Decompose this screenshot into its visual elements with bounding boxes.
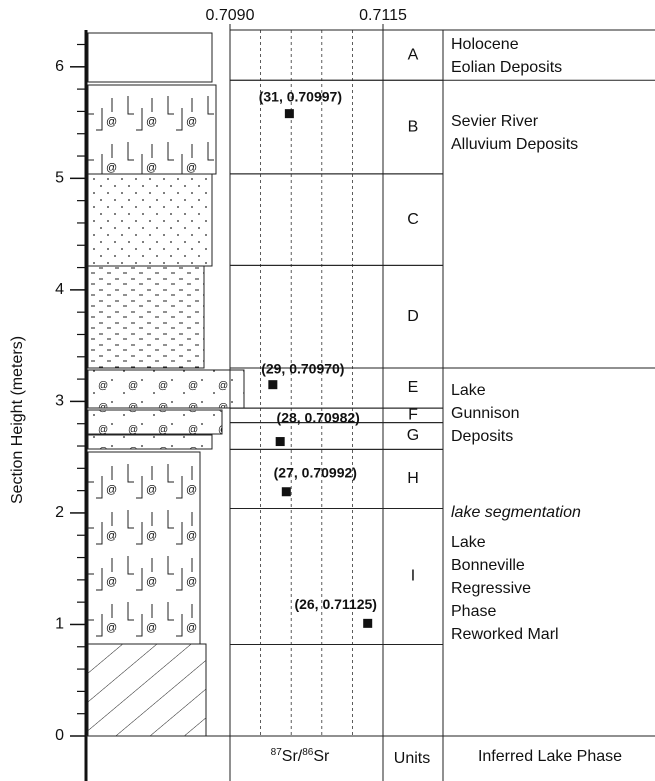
unit-label: F [408, 407, 418, 424]
x-label-part: Sr [313, 748, 330, 765]
phase-label: Lake [451, 382, 486, 399]
phase-label: Deposits [451, 428, 513, 445]
x-label-part: 86 [302, 747, 314, 758]
units-title: Units [394, 750, 430, 767]
y-tick-label: 1 [55, 616, 64, 633]
phase-label: Reworked Marl [451, 626, 559, 643]
y-tick-label: 0 [55, 727, 64, 744]
phase-label: Sevier River [451, 113, 539, 130]
layer [88, 410, 222, 434]
phase-label: Phase [451, 603, 496, 620]
layer [88, 644, 206, 736]
layer [88, 435, 212, 449]
unit-label: H [407, 470, 419, 487]
unit-label: I [411, 568, 415, 585]
data-label: (28, 0.70982) [277, 409, 360, 425]
y-tick-label: 2 [55, 504, 64, 521]
unit-label: E [408, 379, 419, 396]
x-axis-title: 87Sr/86Sr [271, 747, 330, 766]
phase-label: Eolian Deposits [451, 59, 562, 76]
phases-title: Inferred Lake Phase [478, 748, 622, 765]
data-point [284, 109, 294, 119]
layer [87, 32, 213, 83]
x-label-part: 87 [271, 747, 283, 758]
phase-label: Holocene [451, 36, 519, 53]
layer [88, 174, 212, 266]
x-tick-label: 0.7090 [206, 7, 255, 24]
y-tick-label: 6 [55, 58, 64, 75]
phase-label: Regressive [451, 580, 531, 597]
layer [88, 266, 204, 368]
unit-label: C [407, 211, 419, 228]
layer [88, 452, 200, 644]
lithology-column [87, 32, 245, 737]
data-label: (29, 0.70970) [261, 360, 344, 376]
phase-label: Gunnison [451, 405, 520, 422]
unit-label: A [408, 46, 419, 63]
data-point [275, 437, 285, 447]
phase-label: lake segmentation [451, 504, 581, 521]
layer [88, 85, 216, 174]
x-label-part: Sr/ [282, 748, 303, 765]
unit-label: D [407, 308, 419, 325]
data-label: (27, 0.70992) [274, 464, 357, 480]
layer [88, 370, 244, 408]
data-point [363, 618, 373, 628]
data-point [268, 380, 278, 390]
x-tick-label: 0.7115 [359, 7, 407, 24]
y-tick-label: 3 [55, 393, 64, 410]
phase-label: Alluvium Deposits [451, 136, 578, 153]
data-point [281, 487, 291, 497]
data-label: (26, 0.71125) [294, 596, 377, 612]
phase-label: Bonneville [451, 557, 525, 574]
y-tick-label: 4 [55, 281, 64, 298]
unit-label: B [408, 118, 419, 135]
y-axis-title: Section Height (meters) [9, 336, 26, 504]
phase-label: Lake [451, 534, 486, 551]
data-label: (31, 0.70997) [259, 88, 342, 104]
unit-label: G [407, 427, 419, 444]
y-tick-label: 5 [55, 170, 64, 187]
